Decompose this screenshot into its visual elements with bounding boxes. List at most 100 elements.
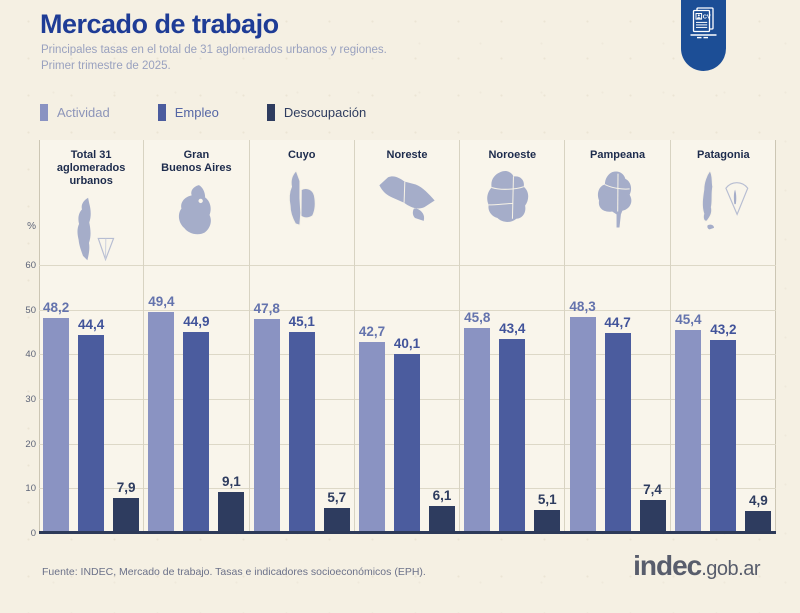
bar <box>428 506 455 533</box>
legend-item-actividad: Actividad <box>40 104 110 121</box>
bar-group-argentina: 48,2 44,4 7,9 <box>39 300 143 533</box>
bar <box>393 354 420 533</box>
y-tick-label: 50 <box>25 305 36 316</box>
bar-value-label: 44,9 <box>183 314 210 329</box>
bar <box>639 500 666 533</box>
map-cuyo-icon <box>250 164 354 240</box>
bar-value-label: 44,7 <box>604 315 631 330</box>
bar-desocupación-patagonia: 4,9 <box>745 493 772 533</box>
region-header-noreste: Noreste <box>386 149 428 161</box>
bar-actividad-pampeana: 48,3 <box>569 299 596 533</box>
bar-actividad-gran-buenos-aires: 49,4 <box>148 294 175 533</box>
bar-group-patagonia: 45,4 43,2 4,9 <box>671 312 776 533</box>
region-header-gran-buenos-aires: Gran Buenos Aires <box>161 149 232 175</box>
indec-logo: indec .gob.ar <box>633 550 760 582</box>
region-header-pampeana: Pampeana <box>590 149 646 161</box>
map-noreste-icon <box>355 164 459 240</box>
bar-value-label: 7,9 <box>116 480 136 495</box>
bar-group-noroeste: 45,8 43,4 5,1 <box>460 310 564 533</box>
bar-value-label: 48,3 <box>569 299 596 314</box>
map-pampeana-icon <box>565 164 669 240</box>
bar-value-label: 7,4 <box>643 482 662 497</box>
region-header-argentina: Total 31 aglomerados urbanos <box>56 149 126 188</box>
map-noroeste-icon <box>460 164 564 240</box>
bar-desocupación-cuyo: 5,7 <box>323 490 350 533</box>
bar <box>78 335 105 533</box>
legend: Actividad Empleo Desocupación <box>40 104 414 121</box>
bar-value-label: 44,4 <box>78 317 105 332</box>
desocupacion-swatch-icon <box>266 104 275 121</box>
legend-item-desocupacion: Desocupación <box>266 104 367 121</box>
map-patagonia-icon <box>671 164 776 240</box>
bar <box>43 318 70 533</box>
legend-label: Empleo <box>174 105 219 120</box>
bar-value-label: 9,1 <box>222 474 241 489</box>
bar-empleo-pampeana: 44,7 <box>604 315 631 533</box>
actividad-swatch-icon <box>40 104 48 121</box>
svg-text:CV: CV <box>703 15 711 21</box>
bar-value-label: 49,4 <box>148 294 175 309</box>
bar-desocupación-gran-buenos-aires: 9,1 <box>218 474 245 533</box>
bar-group-gran-buenos-aires: 49,4 44,9 9,1 <box>144 294 248 533</box>
bar <box>323 508 350 533</box>
bar <box>710 340 737 533</box>
y-tick-label: 10 <box>25 483 36 494</box>
bar <box>745 511 772 533</box>
map-argentina-icon <box>39 191 143 267</box>
bar <box>464 328 491 533</box>
bar <box>534 510 561 533</box>
bar-empleo-noreste: 40,1 <box>394 336 420 533</box>
bar <box>148 312 175 533</box>
region-column-argentina: Total 31 aglomerados urbanos 48,2 44,4 7,9 <box>39 140 145 533</box>
y-tick-label: 0 <box>30 528 36 539</box>
bar <box>113 498 140 533</box>
bar-empleo-gran-buenos-aires: 44,9 <box>183 314 210 533</box>
bar-actividad-cuyo: 47,8 <box>254 301 280 533</box>
region-column-patagonia: Patagonia 45,4 43,2 4,9 <box>671 140 776 533</box>
legend-label: Desocupación <box>283 105 367 120</box>
bar-group-noreste: 42,7 40,1 6,1 <box>355 324 459 533</box>
bar <box>253 319 280 533</box>
bar-value-label: 40,1 <box>393 336 421 351</box>
bar-desocupación-noreste: 6,1 <box>428 488 455 533</box>
bar-actividad-noroeste: 45,8 <box>464 310 490 533</box>
subtitle-line-2: Primer trimestre de 2025. <box>41 60 171 73</box>
empleo-swatch-icon <box>157 104 166 121</box>
bar-desocupación-argentina: 7,9 <box>113 480 140 533</box>
bar-group-cuyo: 47,8 45,1 5,7 <box>250 301 354 533</box>
bar <box>499 339 526 533</box>
bar-empleo-patagonia: 43,2 <box>710 322 736 533</box>
bar-empleo-argentina: 44,4 <box>78 317 104 533</box>
bar-value-label: 45,8 <box>464 310 491 325</box>
y-tick-label: 20 <box>25 439 36 450</box>
bar <box>218 492 245 533</box>
y-axis-unit-label: % <box>27 221 36 232</box>
cv-document-icon: CV <box>690 7 717 39</box>
bar <box>183 332 210 533</box>
bar-actividad-patagonia: 45,4 <box>675 312 701 533</box>
cv-ribbon-badge: CV <box>681 0 726 71</box>
gridline-50 <box>39 310 776 311</box>
gridline-60 <box>39 265 776 266</box>
legend-label: Actividad <box>57 105 110 120</box>
bar-value-label: 45,1 <box>288 314 315 329</box>
bar-actividad-argentina: 48,2 <box>43 300 69 533</box>
source-note: Fuente: INDEC, Mercado de trabajo. Tasas… <box>42 566 426 578</box>
bar <box>604 333 631 533</box>
bar <box>675 330 702 533</box>
legend-item-empleo: Empleo <box>157 104 219 121</box>
region-column-pampeana: Pampeana 48,3 44,7 7,4 <box>565 140 671 533</box>
bar-empleo-cuyo: 45,1 <box>289 314 315 533</box>
y-tick-label: 30 <box>25 394 36 405</box>
bar-value-label: 6,1 <box>432 488 452 503</box>
page-title: Mercado de trabajo <box>40 9 279 39</box>
map-gran-buenos-aires-icon <box>144 177 248 253</box>
subtitle-line-1: Principales tasas en el total de 31 aglo… <box>41 44 387 56</box>
region-header-cuyo: Cuyo <box>287 149 316 161</box>
region-column-noroeste: Noroeste 45,8 43,4 5,1 <box>460 140 566 533</box>
y-tick-label: 40 <box>25 349 36 360</box>
region-header-noroeste: Noroeste <box>488 149 537 161</box>
region-column-noreste: Noreste 42,7 40,1 6,1 <box>355 140 461 533</box>
bar-empleo-noroeste: 43,4 <box>499 321 525 533</box>
